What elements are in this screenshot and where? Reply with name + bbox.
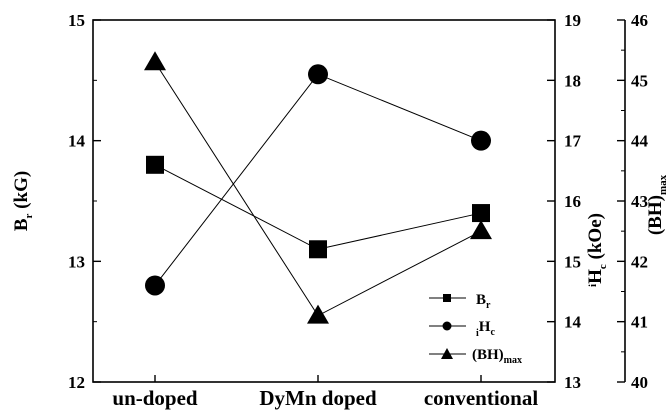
- right1-tick-label: 16: [564, 192, 581, 211]
- right2-tick-label: 41: [631, 313, 648, 332]
- right2-tick-label: 40: [631, 373, 648, 392]
- legend-ihc-main: H: [479, 319, 491, 335]
- series-lines: [154, 61, 482, 317]
- left-axis-label-tail: (kG): [11, 171, 32, 214]
- right2-axis-label-sub: max: [657, 174, 669, 195]
- left-tick-label: 14: [68, 132, 86, 151]
- legend-item-br: Br: [429, 292, 491, 311]
- data-point-triangle: [470, 220, 492, 240]
- right1-axis-label-tail: (kOe): [585, 213, 606, 264]
- data-point-triangle: [144, 51, 166, 71]
- svg-text:Br: Br: [476, 292, 491, 311]
- data-point-circle: [471, 130, 491, 151]
- category-label: DyMn doped: [259, 386, 377, 410]
- series-line-square: [154, 164, 482, 250]
- data-point-circle: [308, 64, 328, 85]
- legend-bhmax-sub: max: [504, 355, 522, 366]
- right1-axis-label-pre: i: [587, 284, 599, 287]
- right1-tick-label: 15: [564, 252, 581, 271]
- right1-tick-label: 14: [564, 313, 582, 332]
- category-labels: un-doped DyMn doped conventional: [112, 375, 538, 410]
- right1-axis-ticks: 13 14 15 16 17 18 19: [547, 11, 582, 392]
- series-markers: [144, 51, 492, 324]
- right1-tick-label: 19: [564, 11, 581, 30]
- svg-text:iHc: iHc: [476, 319, 495, 339]
- legend-square-marker: [443, 294, 451, 302]
- data-point-square: [309, 240, 327, 259]
- left-axis-ticks: 12 13 14 15: [68, 11, 101, 392]
- left-axis-label-sub: r: [23, 213, 35, 218]
- right1-tick-label: 13: [564, 373, 581, 392]
- right2-axis-label: (BH)max: [645, 174, 669, 235]
- legend-br-sub: r: [486, 300, 491, 311]
- legend: Br iHc (BH)max: [429, 292, 522, 366]
- left-axis-label-main: B: [11, 218, 32, 231]
- right2-tick-label: 42: [631, 252, 648, 271]
- right1-axis-label: iHc (kOe): [585, 213, 609, 287]
- right2-tick-label: 45: [631, 71, 648, 90]
- right2-tick-label: 44: [631, 132, 649, 151]
- left-tick-label: 13: [68, 252, 85, 271]
- data-point-circle: [145, 275, 165, 296]
- category-label: conventional: [424, 386, 539, 410]
- left-tick-label: 12: [68, 373, 85, 392]
- right1-axis-label-main: H: [585, 269, 606, 284]
- legend-item-bhmax: (BH)max: [429, 347, 522, 366]
- legend-ihc-pre: i: [476, 328, 479, 339]
- right1-axis-label-sub: c: [597, 264, 609, 269]
- data-point-square: [472, 204, 490, 223]
- svg-text:(BH)max: (BH)max: [472, 347, 522, 366]
- legend-bhmax-main: (BH): [472, 347, 504, 363]
- data-point-square: [146, 155, 164, 174]
- category-label: un-doped: [112, 386, 198, 410]
- legend-circle-marker: [442, 321, 452, 331]
- left-tick-label: 15: [68, 11, 85, 30]
- legend-item-ihc: iHc: [429, 319, 495, 339]
- series-line-triangle: [154, 61, 482, 317]
- right2-tick-label: 43: [631, 192, 648, 211]
- data-point-triangle: [307, 304, 329, 324]
- right1-tick-label: 18: [564, 71, 581, 90]
- right2-axis-label-main: (BH): [645, 195, 666, 235]
- legend-ihc-sub: c: [490, 327, 495, 338]
- left-axis-label: Br (kG): [11, 171, 35, 231]
- right1-tick-label: 17: [564, 132, 582, 151]
- right2-tick-label: 46: [631, 11, 648, 30]
- legend-br-main: B: [476, 292, 486, 308]
- legend-triangle-marker: [441, 348, 453, 359]
- right2-axis-ticks: 40 41 42 43 44 45 46: [617, 11, 649, 392]
